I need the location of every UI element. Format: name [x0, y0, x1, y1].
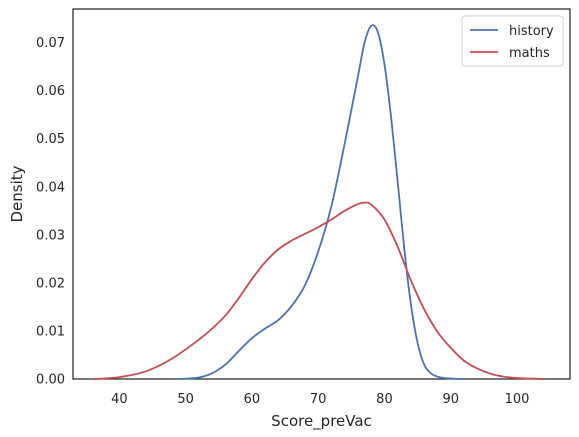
y-tick-labels: 0.00 0.01 0.02 0.03 0.04 0.05 0.06 0.07 [36, 36, 65, 387]
legend-label-maths: maths [509, 46, 550, 61]
y-tick-label: 0.01 [36, 324, 65, 339]
x-axis-label: Score_preVac [271, 412, 372, 431]
legend-box [461, 15, 564, 67]
legend-label-history: history [509, 24, 554, 39]
y-tick-label: 0.04 [36, 180, 65, 195]
x-tick-label: 90 [442, 392, 459, 407]
x-tick-label: 40 [111, 392, 128, 407]
legend: history maths [461, 15, 564, 67]
x-tick-label: 50 [177, 392, 194, 407]
y-tick-label: 0.05 [36, 132, 65, 147]
curves-group [92, 24, 544, 380]
x-tick-label: 80 [376, 392, 393, 407]
y-tick-label: 0.06 [36, 84, 65, 99]
x-tick-label: 70 [310, 392, 327, 407]
x-tick-label: 60 [244, 392, 261, 407]
x-tick-label: 100 [505, 392, 530, 407]
y-tick-label: 0.00 [36, 373, 65, 388]
y-axis-label: Density [8, 165, 26, 222]
series-line-history [178, 24, 464, 380]
x-tick-labels: 40 50 60 70 80 90 100 [111, 392, 529, 407]
y-tick-label: 0.07 [36, 36, 65, 51]
y-tick-label: 0.02 [36, 276, 65, 291]
plot-frame [72, 8, 571, 380]
y-tick-label: 0.03 [36, 228, 65, 243]
series-line-maths [92, 201, 544, 380]
